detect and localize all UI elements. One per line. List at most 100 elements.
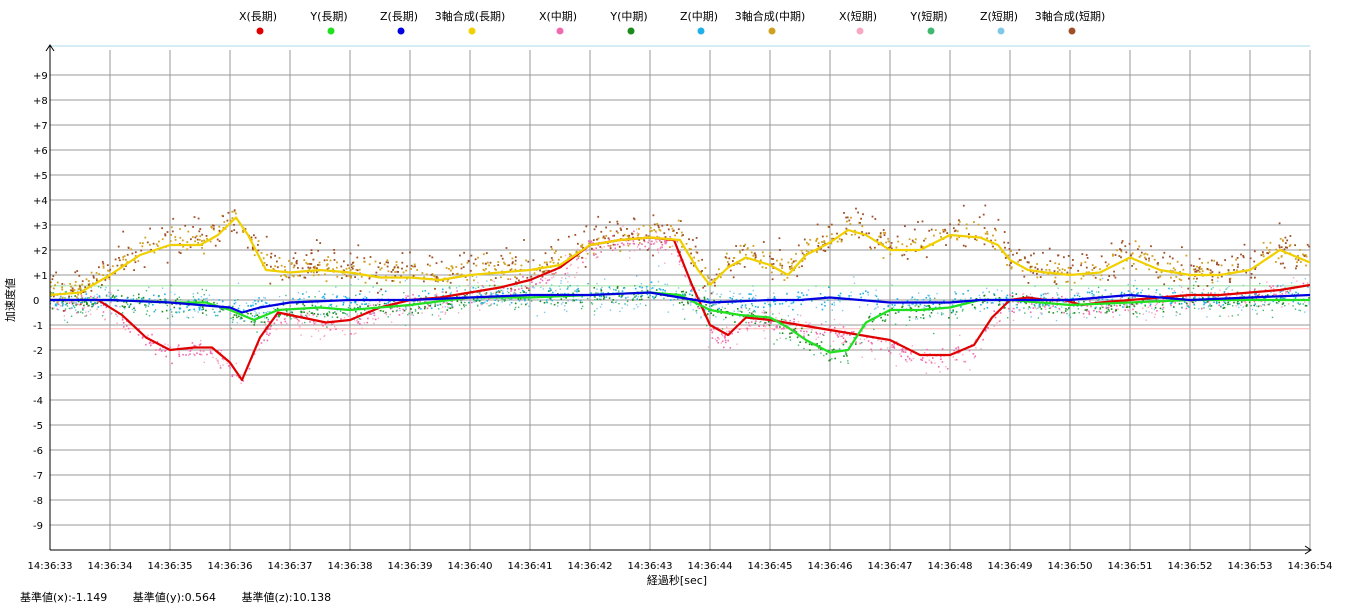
data-point xyxy=(105,286,107,289)
data-point xyxy=(1259,282,1261,285)
data-point xyxy=(1169,302,1172,305)
data-point xyxy=(1062,300,1065,303)
data-point xyxy=(721,306,724,308)
data-point xyxy=(670,249,672,251)
data-point xyxy=(854,229,856,232)
data-point xyxy=(326,326,328,328)
data-point xyxy=(1199,268,1201,271)
data-point xyxy=(655,289,658,291)
data-point xyxy=(1035,302,1038,305)
data-point xyxy=(372,286,374,288)
data-point xyxy=(452,272,454,275)
data-point xyxy=(691,288,693,291)
data-point xyxy=(666,283,669,286)
data-point xyxy=(637,233,640,235)
data-point xyxy=(1142,307,1144,309)
data-point xyxy=(815,285,817,287)
data-point xyxy=(738,293,740,295)
data-point xyxy=(414,308,417,311)
legend-swatch xyxy=(556,27,564,35)
data-point xyxy=(264,330,267,333)
data-point xyxy=(979,297,981,299)
data-point xyxy=(602,235,605,238)
data-point xyxy=(791,332,793,334)
data-point xyxy=(700,317,702,319)
data-point xyxy=(510,268,513,270)
data-point xyxy=(1180,302,1183,305)
data-point xyxy=(1139,254,1142,257)
data-point xyxy=(1229,281,1231,284)
data-point xyxy=(678,261,681,263)
data-point xyxy=(861,356,863,358)
data-point xyxy=(1238,302,1241,305)
data-point xyxy=(1039,276,1042,278)
data-point xyxy=(153,310,156,313)
data-point xyxy=(98,286,100,288)
data-point xyxy=(917,221,919,223)
data-point xyxy=(171,230,174,233)
data-point xyxy=(189,309,191,311)
data-point xyxy=(251,315,254,317)
data-point xyxy=(1052,312,1055,314)
data-point xyxy=(673,299,675,301)
data-point xyxy=(234,299,236,302)
data-point xyxy=(560,298,563,300)
data-point xyxy=(1190,264,1193,267)
data-point xyxy=(609,247,612,249)
data-point xyxy=(858,306,861,308)
data-point xyxy=(343,295,345,298)
data-point xyxy=(424,305,426,308)
data-point xyxy=(1136,303,1139,305)
data-point xyxy=(1121,296,1123,298)
data-point xyxy=(268,321,271,323)
data-point xyxy=(708,310,710,312)
data-point xyxy=(187,349,190,352)
x-axis-title: 経過秒[sec] xyxy=(647,573,707,587)
data-point xyxy=(193,344,196,347)
data-point xyxy=(227,211,230,214)
data-point xyxy=(983,308,985,310)
data-point xyxy=(218,225,221,228)
data-point xyxy=(786,276,789,279)
data-point xyxy=(1280,246,1283,249)
data-point xyxy=(1113,304,1116,306)
data-point xyxy=(763,330,765,332)
data-point xyxy=(739,316,741,318)
data-point xyxy=(152,342,155,344)
data-point xyxy=(781,332,784,334)
data-point xyxy=(1076,294,1079,297)
data-point xyxy=(782,326,785,329)
data-point xyxy=(68,295,70,298)
data-point xyxy=(707,277,710,279)
data-point xyxy=(1193,277,1195,280)
data-point xyxy=(505,247,508,249)
data-point xyxy=(1140,251,1143,254)
data-point xyxy=(754,256,757,258)
data-point xyxy=(807,323,810,326)
data-point xyxy=(568,253,571,255)
data-point xyxy=(139,242,142,244)
data-point xyxy=(560,303,563,305)
data-point xyxy=(846,220,848,223)
data-point xyxy=(791,302,793,304)
data-point xyxy=(877,339,879,341)
data-point xyxy=(1163,251,1166,254)
data-point xyxy=(994,239,997,242)
data-point xyxy=(256,331,258,333)
data-point xyxy=(348,297,351,300)
data-point xyxy=(276,315,278,318)
data-point xyxy=(1023,275,1026,278)
data-point xyxy=(746,248,749,251)
data-point xyxy=(727,303,729,305)
data-point xyxy=(541,270,544,273)
data-point xyxy=(539,300,542,303)
data-point xyxy=(1154,307,1157,309)
data-point xyxy=(1048,269,1051,271)
data-point xyxy=(617,243,619,246)
data-point xyxy=(457,312,460,314)
data-point xyxy=(1277,302,1279,305)
data-point xyxy=(475,276,478,278)
data-point xyxy=(255,303,257,305)
data-point xyxy=(996,324,999,326)
data-point xyxy=(737,308,739,310)
